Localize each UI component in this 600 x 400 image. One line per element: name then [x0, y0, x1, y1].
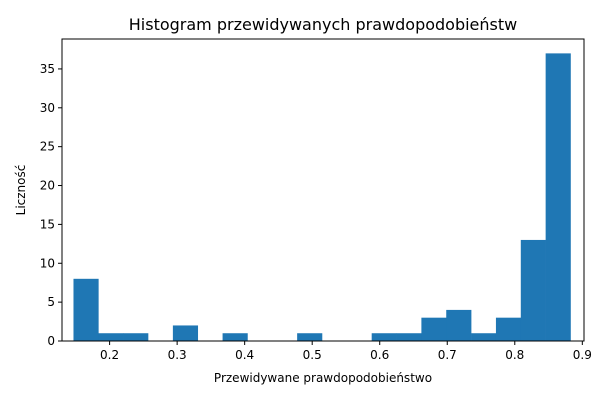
y-tick-label: 25	[40, 140, 55, 154]
x-axis-label: Przewidywane prawdopodobieństwo	[214, 371, 432, 385]
histogram-bar	[98, 333, 124, 341]
y-axis-ticks: 0 5 10 15 20 25 30 35	[40, 62, 62, 348]
histogram-bar	[371, 333, 397, 341]
histogram-bar	[545, 53, 571, 341]
y-tick-label: 5	[47, 295, 55, 309]
y-tick-label: 30	[40, 101, 55, 115]
y-tick-label: 35	[40, 62, 55, 76]
x-axis-ticks: 0.2 0.3 0.4 0.5 0.6 0.7 0.8 0.9	[100, 341, 592, 362]
plot-frame	[61, 38, 585, 342]
histogram-bar	[446, 309, 472, 341]
x-tick-label: 0.7	[438, 348, 457, 362]
x-tick-label: 0.5	[303, 348, 322, 362]
histogram-bar	[222, 333, 248, 341]
histogram-bar	[123, 333, 149, 341]
x-tick-label: 0.6	[370, 348, 389, 362]
histogram-bar	[396, 333, 422, 341]
y-tick-label: 10	[40, 256, 55, 270]
y-axis-label: Liczność	[14, 165, 28, 216]
histogram-bar	[520, 239, 546, 341]
histogram-bar	[73, 278, 99, 341]
histogram-bar	[297, 333, 323, 341]
y-tick-label: 15	[40, 217, 55, 231]
x-tick-label: 0.4	[235, 348, 254, 362]
x-tick-label: 0.8	[505, 348, 524, 362]
x-tick-label: 0.2	[100, 348, 119, 362]
histogram-bar	[172, 325, 199, 341]
histogram-bar	[471, 333, 497, 341]
bars-group	[73, 53, 571, 341]
histogram-bar	[495, 317, 522, 341]
x-tick-label: 0.3	[168, 348, 187, 362]
x-tick-label: 0.9	[573, 348, 592, 362]
chart-title: Histogram przewidywanych prawdopodobieńs…	[129, 15, 517, 34]
y-tick-label: 0	[47, 334, 55, 348]
histogram-bar	[421, 317, 447, 341]
y-tick-label: 20	[40, 179, 55, 193]
